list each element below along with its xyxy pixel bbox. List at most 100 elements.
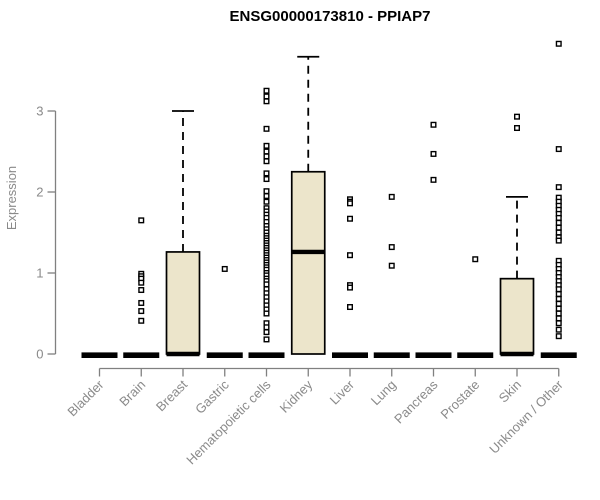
flat-box-bar (81, 352, 118, 358)
outlier-point (263, 87, 270, 94)
outlier-point (555, 326, 562, 333)
chart-title: ENSG00000173810 - PPIAP7 (230, 8, 431, 25)
outlier-point (138, 299, 145, 306)
outlier-point (263, 93, 270, 100)
outlier-point (555, 40, 562, 47)
outlier-point (263, 176, 270, 183)
x-tick-label-breast: Breast (153, 377, 190, 414)
box-skin (499, 113, 535, 357)
x-tick-label-bladder: Bladder (64, 377, 107, 420)
outlier-point (388, 193, 395, 200)
box-brain (123, 217, 160, 358)
outlier-point (555, 146, 562, 153)
y-tick-label: 3 (36, 104, 43, 119)
outlier-point (555, 333, 562, 340)
outlier-point (263, 188, 270, 195)
x-tick-label-kidney: Kidney (277, 377, 316, 416)
outlier-point (555, 184, 562, 191)
outlier-point (555, 237, 562, 244)
outlier-point (263, 98, 270, 105)
flat-box-bar (123, 352, 160, 358)
outlier-point (430, 150, 437, 157)
x-tick-label-prostate: Prostate (438, 377, 483, 422)
y-axis: 0 1 2 3 (36, 104, 57, 362)
x-tick-label-liver: Liver (327, 377, 358, 408)
outlier-point (221, 265, 228, 272)
outlier-point (138, 217, 145, 224)
outlier-point (347, 215, 354, 222)
outlier-point (263, 324, 270, 331)
flat-box-bar (373, 352, 410, 358)
outlier-point (347, 252, 354, 259)
x-tick-label-brain: Brain (116, 377, 148, 409)
outlier-point (472, 256, 479, 263)
outlier-point (138, 279, 145, 286)
outlier-point (555, 286, 562, 293)
box-kidney (290, 55, 326, 355)
flat-box-bar (206, 352, 243, 358)
outlier-point (430, 176, 437, 183)
iqr-box (499, 277, 535, 355)
outlier-point (263, 170, 270, 177)
outlier-point (263, 281, 270, 288)
outlier-point (263, 142, 270, 149)
outlier-point (263, 198, 270, 205)
outlier-point (555, 219, 562, 226)
box-unknown-other (540, 40, 577, 358)
outlier-point (138, 317, 145, 324)
flat-box-bar (248, 352, 285, 358)
outlier-point (347, 284, 354, 291)
x-tick-label-lung: Lung (368, 377, 399, 408)
outlier-point (555, 224, 562, 231)
box-pancreas (415, 121, 452, 358)
outlier-point (263, 153, 270, 160)
outlier-point (263, 336, 270, 343)
box-gastric (206, 265, 243, 358)
outlier-point (514, 125, 521, 132)
y-tick-label: 0 (36, 347, 43, 362)
outlier-point (347, 200, 354, 207)
outlier-point (263, 125, 270, 132)
y-tick-label: 1 (36, 266, 43, 281)
flat-box-bar (457, 352, 494, 358)
box-bladder (81, 352, 118, 358)
outlier-point (263, 310, 270, 317)
flat-box-bar (540, 352, 577, 358)
outlier-point (263, 158, 270, 165)
y-axis-label: Expression (4, 166, 19, 230)
outlier-point (514, 113, 521, 120)
flat-box-bar (415, 352, 452, 358)
x-tick-label-unknown-other: Unknown / Other (486, 377, 566, 457)
outlier-point (138, 287, 145, 294)
outlier-point (388, 244, 395, 251)
outlier-point (555, 291, 562, 298)
box-hematopoietic-cells (248, 87, 285, 358)
flat-box-bar (332, 352, 368, 358)
outlier-point (555, 229, 562, 236)
iqr-box (165, 251, 201, 355)
outlier-point (430, 121, 437, 128)
outlier-point (555, 295, 562, 302)
outlier-point (555, 214, 562, 221)
outlier-point (555, 315, 562, 322)
outlier-point (263, 193, 270, 200)
outlier-point (263, 329, 270, 336)
outlier-point (555, 320, 562, 327)
box-lung (373, 193, 410, 358)
y-tick-label: 2 (36, 185, 43, 200)
box-breast (165, 110, 201, 357)
outlier-point (347, 304, 354, 311)
outlier-point (263, 148, 270, 155)
x-tick-label-gastric: Gastric (192, 377, 232, 417)
outlier-point (388, 262, 395, 269)
outlier-point (138, 308, 145, 315)
x-tick-label-pancreas: Pancreas (391, 377, 441, 427)
outlier-point (555, 300, 562, 307)
iqr-box (290, 170, 326, 355)
box-prostate (457, 256, 494, 358)
box-liver (332, 196, 368, 358)
